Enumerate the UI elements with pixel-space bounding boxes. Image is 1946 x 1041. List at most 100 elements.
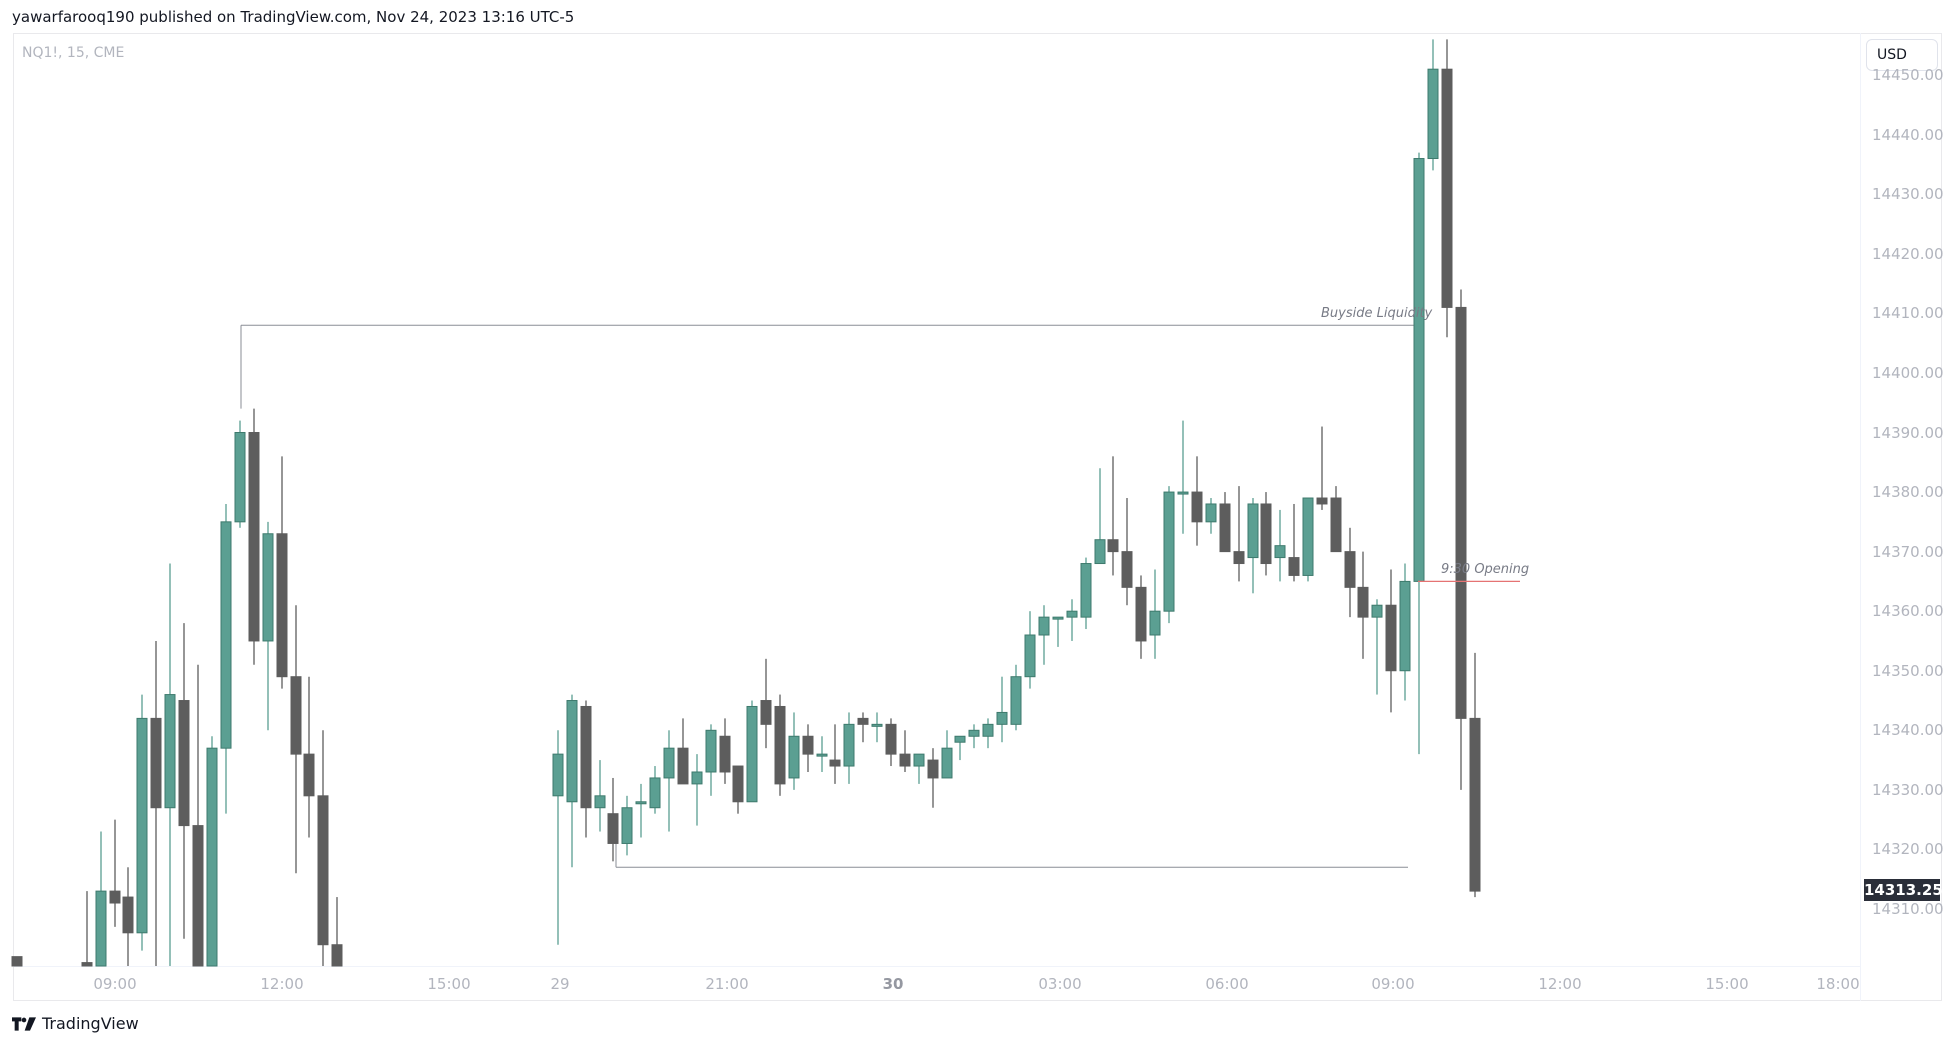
candle-body (109, 890, 121, 904)
candle-body (1413, 158, 1425, 582)
candle-body (1288, 557, 1300, 576)
candle-body (1066, 610, 1078, 618)
candle-body (178, 700, 190, 827)
price-tick-label: 14430.00 (1872, 185, 1944, 204)
candle-body (1233, 551, 1245, 565)
candle-body (843, 723, 855, 767)
candle-body (1330, 497, 1342, 553)
candle-body (1247, 503, 1259, 559)
symbol-legend[interactable]: NQ1!, 15, CME (22, 45, 125, 61)
time-tick-label: 09:00 (1371, 975, 1415, 993)
footer-brand[interactable]: TradingView (12, 1014, 139, 1033)
time-tick-label: 12:00 (260, 975, 304, 993)
candle-body (1149, 610, 1161, 636)
time-tick-label: 06:00 (1205, 975, 1249, 993)
price-tick-label: 14410.00 (1872, 304, 1944, 323)
candle-body (635, 801, 647, 805)
candle-body (95, 890, 107, 967)
price-tick-label: 14320.00 (1872, 840, 1944, 859)
candle-body (276, 533, 288, 678)
price-tick-label: 14330.00 (1872, 780, 1944, 799)
price-tick-label: 14370.00 (1872, 542, 1944, 561)
time-tick-label: 15:00 (1705, 975, 1749, 993)
candle-body (802, 735, 814, 755)
candle-body (1427, 68, 1439, 160)
candle-body (968, 729, 980, 737)
candle-body (220, 521, 232, 749)
candle-body (719, 735, 731, 773)
candle-body (206, 747, 218, 967)
candle-body (1385, 604, 1397, 672)
price-tick-label: 14360.00 (1872, 602, 1944, 621)
candle-body (1219, 503, 1231, 553)
candle-body (1052, 616, 1064, 620)
price-tick-label: 14390.00 (1872, 423, 1944, 442)
candle-body (1163, 491, 1175, 612)
published-by-header: yawarfarooq190 published on TradingView.… (12, 8, 575, 26)
candle-body (982, 723, 994, 737)
price-tick-label: 14310.00 (1872, 899, 1944, 918)
candle-body (552, 753, 564, 797)
price-axis-divider (1860, 33, 1861, 1001)
time-tick-label: 18:00 (1816, 975, 1860, 993)
candle-body (732, 765, 744, 803)
candle-body (1441, 68, 1453, 308)
candle-body (234, 432, 246, 523)
last-price-badge: 14313.25 (1864, 878, 1943, 901)
candle-body (899, 753, 911, 767)
time-tick-label: 30 (882, 975, 904, 993)
candle-body (996, 711, 1008, 725)
candle-body (303, 753, 315, 797)
candle-body (621, 807, 633, 844)
price-tick-label: 14400.00 (1872, 363, 1944, 382)
candle-body (1302, 497, 1314, 576)
price-tick-label: 14440.00 (1872, 125, 1944, 144)
candle-body (1080, 563, 1092, 618)
candle-body (941, 747, 953, 779)
candle-body (1399, 580, 1411, 672)
time-tick-label: 09:00 (93, 975, 137, 993)
candle-body (331, 944, 343, 967)
candle-body (164, 694, 176, 809)
candle-body (1274, 545, 1286, 559)
time-tick-label: 29 (550, 975, 570, 993)
time-tick-label: 03:00 (1038, 975, 1082, 993)
candle-body (81, 962, 93, 967)
candle-body (649, 777, 661, 809)
time-tick-label: 21:00 (705, 975, 749, 993)
candle-body (566, 700, 578, 803)
time-axis-divider (13, 966, 1860, 967)
candle-body (677, 747, 689, 785)
candle-body (885, 723, 897, 755)
candle-body (1094, 539, 1106, 565)
candle-body (1038, 616, 1050, 636)
price-tick-label: 14350.00 (1872, 661, 1944, 680)
candle-body (136, 717, 148, 934)
candle-body (290, 676, 302, 755)
opening-label[interactable]: 9:30 Opening (1441, 562, 1530, 578)
candle-body (1344, 551, 1356, 588)
candle-body (1455, 306, 1467, 719)
buyside-liquidity-label[interactable]: Buyside Liquidity (1321, 306, 1433, 322)
candle-body (746, 705, 758, 803)
price-tick-label: 14380.00 (1872, 483, 1944, 502)
candle-body (691, 771, 703, 785)
candle-body (262, 533, 274, 642)
time-tick-label: 12:00 (1538, 975, 1582, 993)
candle-body (1177, 491, 1189, 495)
candle-body (248, 432, 260, 642)
currency-button[interactable]: USD (1866, 39, 1938, 71)
candle-body (1135, 586, 1147, 642)
candle-body (871, 723, 883, 727)
price-tick-label: 14340.00 (1872, 721, 1944, 740)
candle-body (788, 735, 800, 779)
candle-body (1010, 676, 1022, 725)
candle-body (580, 705, 592, 809)
candle-body (954, 735, 966, 743)
candle-body (1205, 503, 1217, 523)
candle-body (663, 747, 675, 779)
candle-body (1107, 539, 1119, 553)
price-tick-label: 14420.00 (1872, 244, 1944, 263)
candle-body (594, 795, 606, 809)
